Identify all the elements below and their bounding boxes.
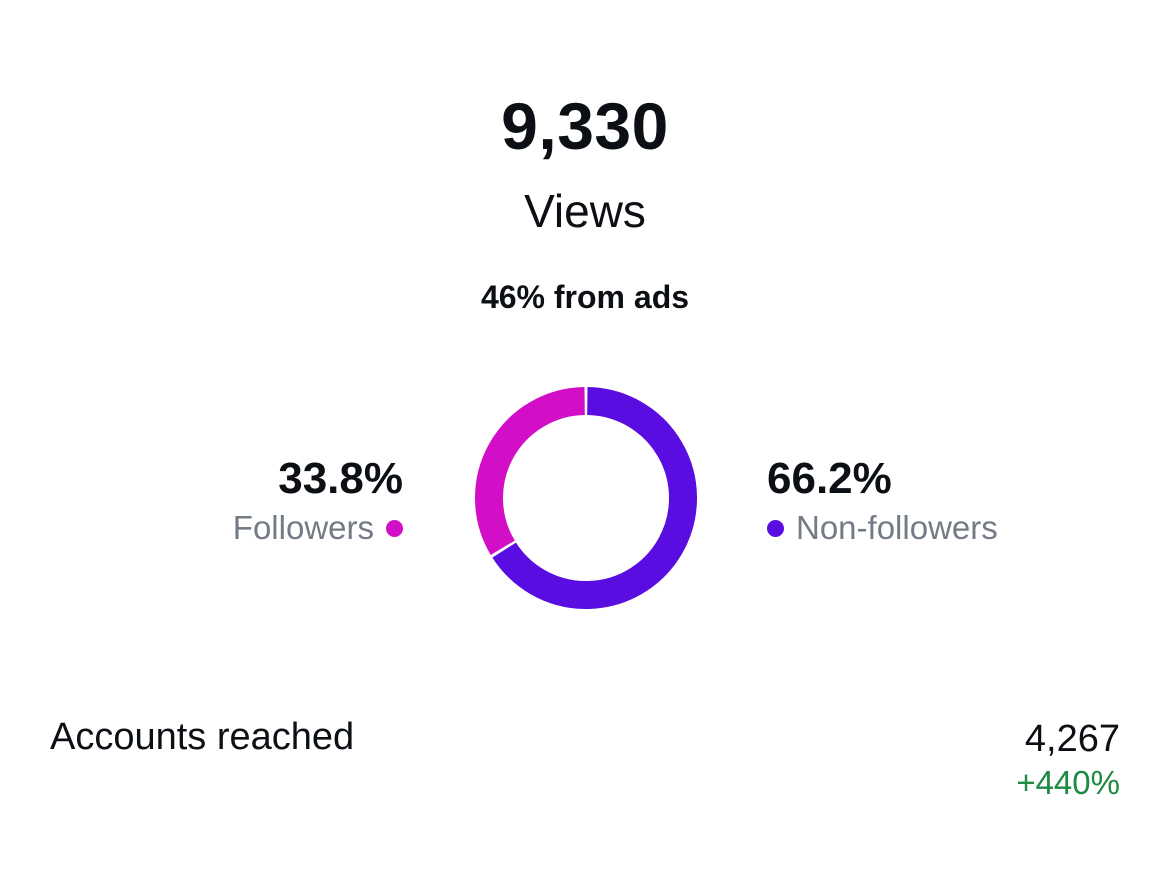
accounts-reached-change: +440% <box>1016 764 1120 801</box>
non-followers-dot-icon <box>767 519 784 537</box>
accounts-reached-label: Accounts reached <box>50 716 355 758</box>
views-count: 9,330 <box>501 89 669 163</box>
followers-percent: 33.8% <box>278 454 403 503</box>
followers-label: Followers <box>232 509 374 546</box>
followers-dot-icon <box>386 519 403 537</box>
non-followers-percent: 66.2% <box>767 454 892 503</box>
accounts-reached-value: 4,267 <box>1024 718 1120 760</box>
audience-donut-chart <box>475 387 697 609</box>
views-label: Views <box>524 185 646 237</box>
accounts-reached-values: 4,267 +440% <box>1016 716 1120 804</box>
followers-label-row: Followers <box>233 506 403 550</box>
followers-segment <box>475 387 586 555</box>
non-followers-label-row: Non-followers <box>767 506 998 550</box>
legend-non-followers: 66.2% Non-followers <box>767 452 998 550</box>
legend-followers: 33.8% Followers <box>233 452 403 550</box>
non-followers-segment <box>492 387 697 609</box>
non-followers-label: Non-followers <box>796 509 998 546</box>
ads-percentage-note: 46% from ads <box>480 279 690 315</box>
